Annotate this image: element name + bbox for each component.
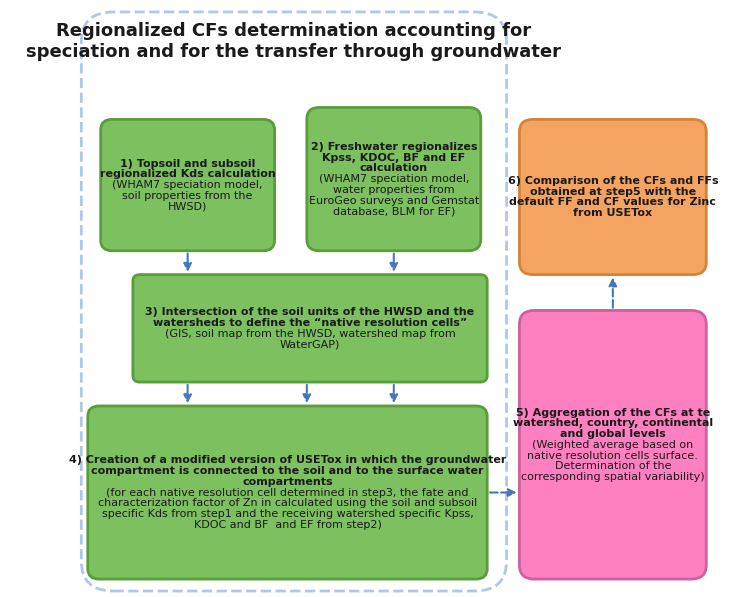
Text: Regionalized CFs determination accounting for
speciation and for the transfer th: Regionalized CFs determination accountin…: [26, 23, 561, 61]
Text: watershed, country, continental: watershed, country, continental: [512, 418, 713, 428]
Text: corresponding spatial variability): corresponding spatial variability): [521, 472, 705, 482]
Text: 5) Aggregation of the CFs at te: 5) Aggregation of the CFs at te: [516, 408, 710, 417]
Text: database, BLM for EF): database, BLM for EF): [333, 207, 455, 216]
Text: 2) Freshwater regionalizes: 2) Freshwater regionalizes: [311, 142, 477, 152]
Text: water properties from: water properties from: [333, 185, 455, 195]
Text: Kpss, KDOC, BF and EF: Kpss, KDOC, BF and EF: [322, 153, 466, 162]
Text: 3) Intersection of the soil units of the HWSD and the: 3) Intersection of the soil units of the…: [145, 307, 474, 317]
Text: (WHAM7 speciation model,: (WHAM7 speciation model,: [113, 180, 263, 190]
Text: compartments: compartments: [242, 477, 333, 487]
Text: 4) Creation of a modified version of USETox in which the groundwater: 4) Creation of a modified version of USE…: [69, 456, 506, 465]
Text: WaterGAP): WaterGAP): [280, 340, 340, 349]
Text: obtained at step5 with the: obtained at step5 with the: [530, 187, 696, 196]
FancyBboxPatch shape: [101, 119, 275, 251]
Text: Determination of the: Determination of the: [555, 461, 671, 471]
Text: (WHAM7 speciation model,: (WHAM7 speciation model,: [319, 174, 469, 184]
Text: (Weighted average based on: (Weighted average based on: [532, 440, 694, 450]
FancyBboxPatch shape: [133, 275, 488, 382]
FancyBboxPatch shape: [307, 107, 481, 251]
Text: 6) Comparison of the CFs and FFs: 6) Comparison of the CFs and FFs: [507, 176, 718, 186]
Text: default FF and CF values for Zinc: default FF and CF values for Zinc: [510, 198, 716, 207]
Text: native resolution cells surface.: native resolution cells surface.: [528, 451, 698, 460]
FancyBboxPatch shape: [520, 310, 706, 579]
Text: compartment is connected to the soil and to the surface water: compartment is connected to the soil and…: [91, 466, 484, 476]
Text: KDOC and BF  and EF from step2): KDOC and BF and EF from step2): [194, 520, 382, 530]
Text: specific Kds from step1 and the receiving watershed specific Kpss,: specific Kds from step1 and the receivin…: [102, 509, 474, 519]
Text: 1) Topsoil and subsoil: 1) Topsoil and subsoil: [120, 159, 255, 168]
Text: HWSD): HWSD): [168, 202, 208, 211]
FancyBboxPatch shape: [88, 406, 488, 579]
Text: watersheds to define the “native resolution cells”: watersheds to define the “native resolut…: [153, 318, 467, 328]
Text: (GIS, soil map from the HWSD, watershed map from: (GIS, soil map from the HWSD, watershed …: [164, 329, 455, 338]
Text: and global levels: and global levels: [560, 429, 666, 439]
FancyBboxPatch shape: [520, 119, 706, 275]
Text: regionalized Kds calculation: regionalized Kds calculation: [99, 170, 276, 179]
Text: soil properties from the: soil properties from the: [123, 191, 253, 201]
Text: from USETox: from USETox: [573, 208, 653, 218]
Text: EuroGeo surveys and Gemstat: EuroGeo surveys and Gemstat: [308, 196, 479, 205]
Text: characterization factor of Zn in calculated using the soil and subsoil: characterization factor of Zn in calcula…: [98, 498, 477, 508]
Text: (for each native resolution cell determined in step3, the fate and: (for each native resolution cell determi…: [106, 488, 469, 497]
Text: calculation: calculation: [360, 164, 428, 173]
